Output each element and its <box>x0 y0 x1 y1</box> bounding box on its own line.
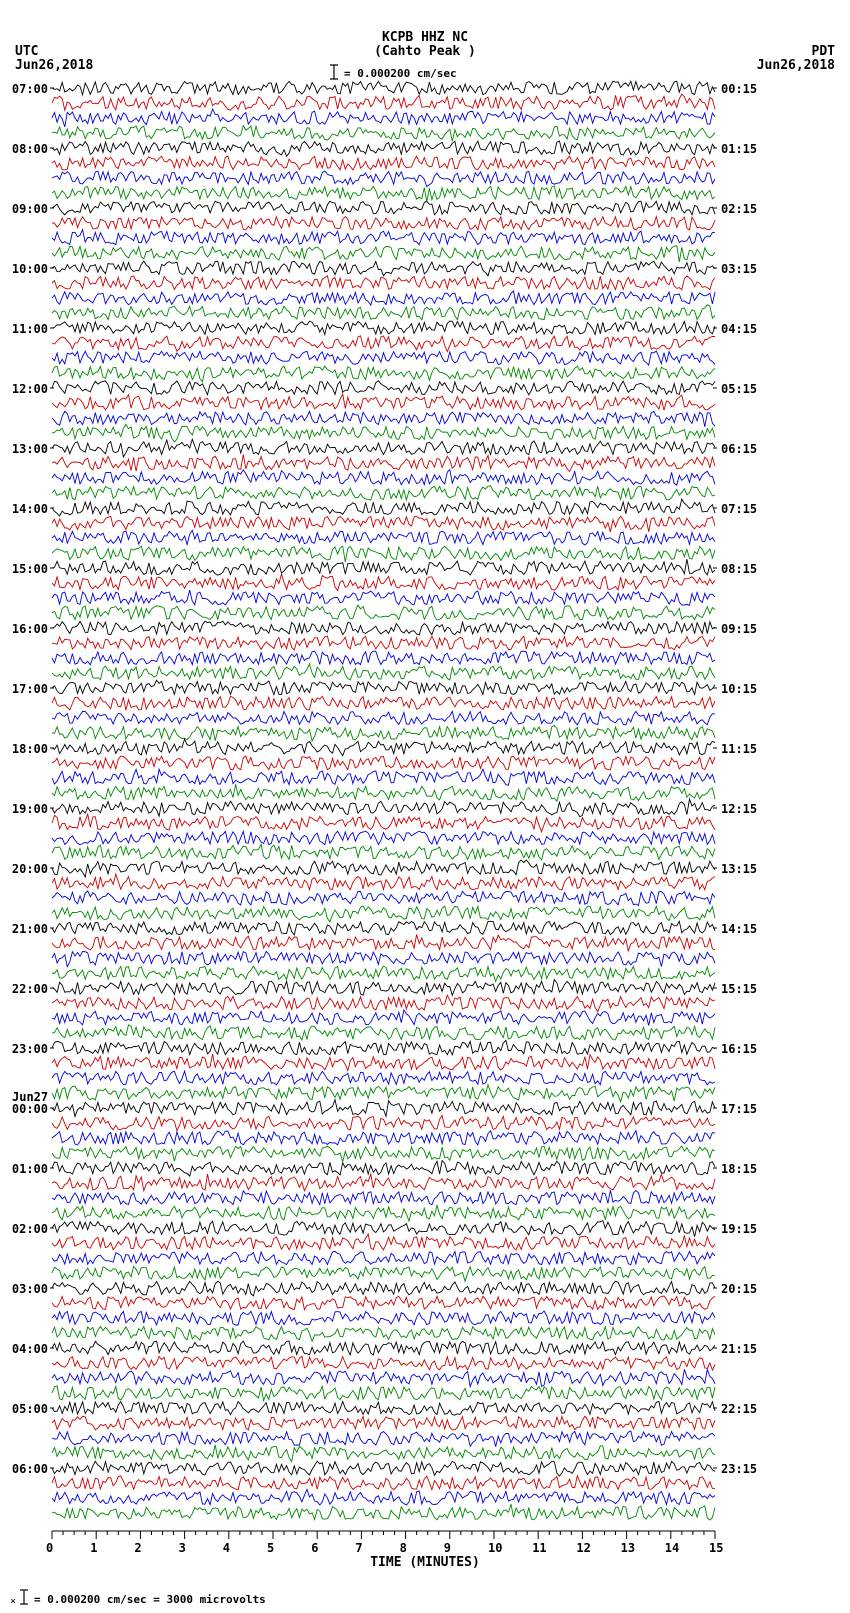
x-tick-label: 5 <box>267 1541 274 1555</box>
x-tick-label: 1 <box>90 1541 97 1555</box>
x-tick-label: 4 <box>223 1541 230 1555</box>
x-tick-label: 13 <box>621 1541 635 1555</box>
x-tick-label: 6 <box>311 1541 318 1555</box>
footer-text: = 0.000200 cm/sec = 3000 microvolts <box>34 1593 266 1606</box>
x-tick-label: 15 <box>709 1541 723 1555</box>
x-tick-label: 9 <box>444 1541 451 1555</box>
x-tick-label: 10 <box>488 1541 502 1555</box>
x-tick-label: 2 <box>134 1541 141 1555</box>
seismogram-container: KCPB HHZ NC (Cahto Peak ) UTC Jun26,2018… <box>0 0 850 1613</box>
x-tick-label: 0 <box>46 1541 53 1555</box>
svg-text:×: × <box>10 1596 16 1607</box>
x-tick-label: 3 <box>179 1541 186 1555</box>
footer-scale-bar-icon2 <box>18 1588 30 1606</box>
x-axis-title: TIME (MINUTES) <box>370 1555 480 1570</box>
x-tick-label: 8 <box>400 1541 407 1555</box>
x-tick-label: 14 <box>665 1541 679 1555</box>
x-axis <box>0 0 850 1613</box>
x-tick-label: 7 <box>355 1541 362 1555</box>
x-tick-label: 12 <box>576 1541 590 1555</box>
x-tick-label: 11 <box>532 1541 546 1555</box>
